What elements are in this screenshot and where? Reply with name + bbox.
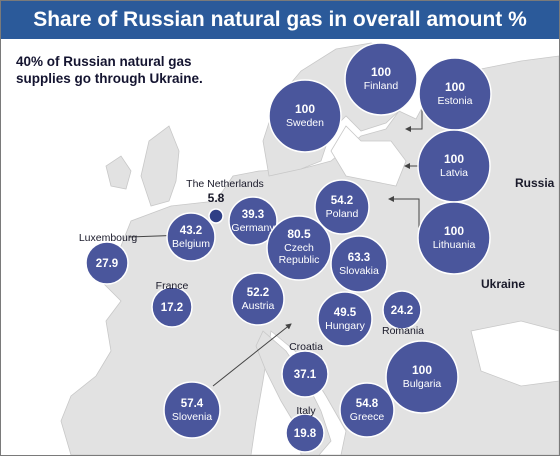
black-sea — [470, 320, 559, 387]
bubble-label-germany: Germany — [231, 222, 275, 234]
bubble-circle-italy — [285, 413, 325, 453]
country-label-luxembourg: Luxembourg — [79, 232, 138, 244]
bubble-circle-romania — [382, 290, 422, 330]
country-label-italy: Italy — [296, 405, 316, 417]
bubble-france: 17.2 France — [151, 280, 193, 328]
bubble-value-the-netherlands: 5.8 — [208, 191, 225, 205]
country-label-romania: Romania — [382, 325, 424, 337]
country-label-the-netherlands: The Netherlands — [186, 178, 264, 190]
bubble-value-luxembourg: 27.9 — [96, 258, 118, 270]
bubble-label-slovenia: Slovenia — [172, 411, 212, 423]
subtitle: 40% of Russian natural gas supplies go t… — [16, 54, 203, 86]
pipeline-arrow — [388, 196, 420, 229]
bubble-label-greece: Greece — [350, 411, 385, 423]
bubble-label-estonia: Estonia — [437, 95, 472, 107]
bubble-circle-croatia — [281, 350, 329, 398]
bubble-circle-latvia — [417, 129, 491, 203]
bubble-value-slovenia: 57.4 — [181, 398, 204, 410]
bubble-value-romania: 24.2 — [391, 305, 413, 317]
bubble-circle-slovakia — [330, 235, 388, 293]
bubble-circle-poland — [314, 179, 370, 235]
bubble-label-hungary: Hungary — [325, 320, 365, 332]
bubble-value-finland: 100 — [371, 65, 391, 79]
page-title: Share of Russian natural gas in overall … — [1, 1, 559, 39]
bubble-value-croatia: 37.1 — [294, 369, 317, 381]
bubble-circle-estonia — [418, 57, 492, 131]
bubble-value-czech-republic: 80.5 — [287, 227, 311, 241]
bubble-value-latvia: 100 — [444, 152, 464, 166]
bubble-croatia: 37.1 Croatia — [281, 341, 329, 398]
bubble-circle-czech-republic — [266, 215, 332, 281]
bubble-italy: 19.8 Italy — [285, 405, 325, 453]
bubble-value-germany: 39.3 — [242, 209, 264, 221]
bubble-label-latvia: Latvia — [440, 167, 468, 179]
bubble-value-bulgaria: 100 — [412, 363, 432, 377]
region-label-ukraine: Ukraine — [481, 277, 526, 291]
bubble-value-austria: 52.2 — [247, 287, 269, 299]
bubble-label-finland: Finland — [364, 80, 399, 92]
bubble-label-slovakia: Slovakia — [339, 265, 379, 277]
bubble-circle-greece — [339, 382, 395, 438]
bubble-value-lithuania: 100 — [444, 224, 464, 238]
bubble-romania: 24.2 Romania — [382, 290, 424, 337]
bubble-label-belgium: Belgium — [172, 238, 210, 250]
bubble-circle-the-netherlands — [208, 208, 224, 224]
bubble-value-italy: 19.8 — [294, 428, 317, 440]
pipeline-arrow — [212, 323, 292, 387]
bubble-label-poland: Poland — [326, 208, 359, 220]
bubble-value-hungary: 49.5 — [334, 307, 357, 319]
bubble-circle-hungary — [317, 291, 373, 347]
bubble-circle-france — [151, 286, 193, 328]
bubble-value-greece: 54.8 — [356, 398, 379, 410]
region-label-russia: Russia — [515, 176, 555, 190]
bubble-value-belgium: 43.2 — [180, 225, 202, 237]
ireland-landmass — [105, 155, 132, 190]
country-label-france: France — [156, 280, 189, 292]
bubble-circle-lithuania — [417, 201, 491, 275]
bubble-circle-slovenia — [163, 381, 221, 439]
bubble-value-france: 17.2 — [161, 302, 183, 314]
country-label-croatia: Croatia — [289, 341, 323, 353]
bubble-circle-sweden — [268, 79, 342, 153]
baltic-sea — [330, 125, 407, 187]
bubble-label-czech-republic: Republic — [279, 254, 320, 266]
bubble-circle-austria — [231, 272, 285, 326]
bubble-label-bulgaria: Bulgaria — [403, 378, 442, 390]
britain-landmass — [140, 125, 180, 207]
bubble-circle-bulgaria — [385, 340, 459, 414]
bubble-circle-belgium — [166, 212, 216, 262]
bubble-circle-germany — [228, 196, 278, 246]
bubble-label-czech-republic: Czech — [284, 242, 314, 254]
bubble-value-slovakia: 63.3 — [348, 252, 370, 264]
bubble-value-sweden: 100 — [295, 102, 315, 116]
bubble-value-poland: 54.2 — [331, 195, 353, 207]
bubble-label-austria: Austria — [242, 300, 275, 312]
bubble-luxembourg: 27.9 Luxembourg — [79, 232, 138, 285]
bubble-label-lithuania: Lithuania — [433, 239, 476, 251]
bubble-circle-finland — [344, 42, 418, 116]
bubble-value-estonia: 100 — [445, 80, 465, 94]
bubble-circle-luxembourg — [85, 241, 129, 285]
bubble-label-sweden: Sweden — [286, 117, 324, 129]
